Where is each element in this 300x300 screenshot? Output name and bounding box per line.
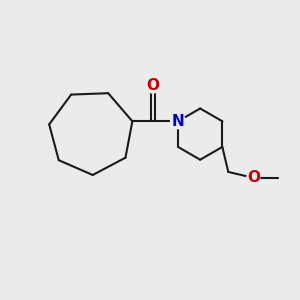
Text: O: O [146,78,160,93]
Text: O: O [247,170,260,185]
Text: N: N [172,114,184,129]
Circle shape [146,80,159,93]
Circle shape [171,114,185,129]
Circle shape [247,171,260,184]
